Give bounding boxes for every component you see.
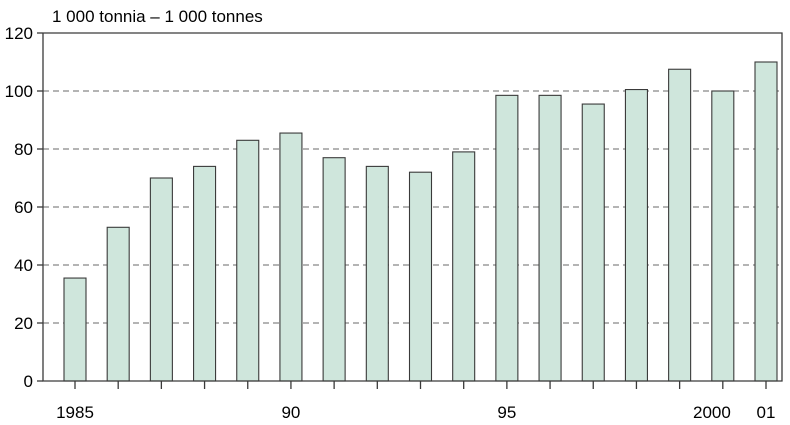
unit-label: 1 000 tonnia – 1 000 tonnes — [52, 7, 263, 26]
x-tick-labels: 1985 90 95 2000 01 — [56, 381, 775, 422]
y-tick-labels: 0 20 40 60 80 100 120 — [5, 24, 43, 391]
bar-2001 — [754, 61, 778, 382]
x-tick-label: 90 — [281, 403, 300, 422]
y-tick-label: 80 — [14, 140, 33, 159]
y-tick-label: 20 — [14, 314, 33, 333]
x-tick-label: 01 — [757, 403, 776, 422]
bar-1998 — [624, 89, 648, 382]
y-tick-label: 40 — [14, 256, 33, 275]
bar-2000 — [711, 90, 735, 382]
bar-1989 — [236, 139, 260, 382]
y-tick-label: 60 — [14, 198, 33, 217]
bar-1985 — [63, 277, 87, 382]
bars — [63, 61, 778, 382]
y-tick-label: 0 — [24, 372, 33, 391]
bar-1986 — [106, 226, 130, 382]
bar-1995 — [495, 94, 519, 382]
x-tick-label: 95 — [497, 403, 516, 422]
y-tick-label: 100 — [5, 82, 33, 101]
y-tick-label: 120 — [5, 24, 33, 43]
bar-1987 — [149, 177, 173, 382]
bar-1999 — [668, 68, 692, 382]
bar-1990 — [279, 132, 303, 382]
bar-1992 — [365, 165, 389, 382]
x-tick-label: 1985 — [56, 403, 94, 422]
bar-1993 — [408, 171, 433, 382]
bar-1988 — [193, 165, 217, 382]
bar-1996 — [538, 94, 562, 382]
x-tick-label: 2000 — [693, 403, 731, 422]
bar-1994 — [452, 151, 476, 382]
bar-1997 — [581, 103, 605, 382]
bar-1991 — [322, 157, 346, 382]
